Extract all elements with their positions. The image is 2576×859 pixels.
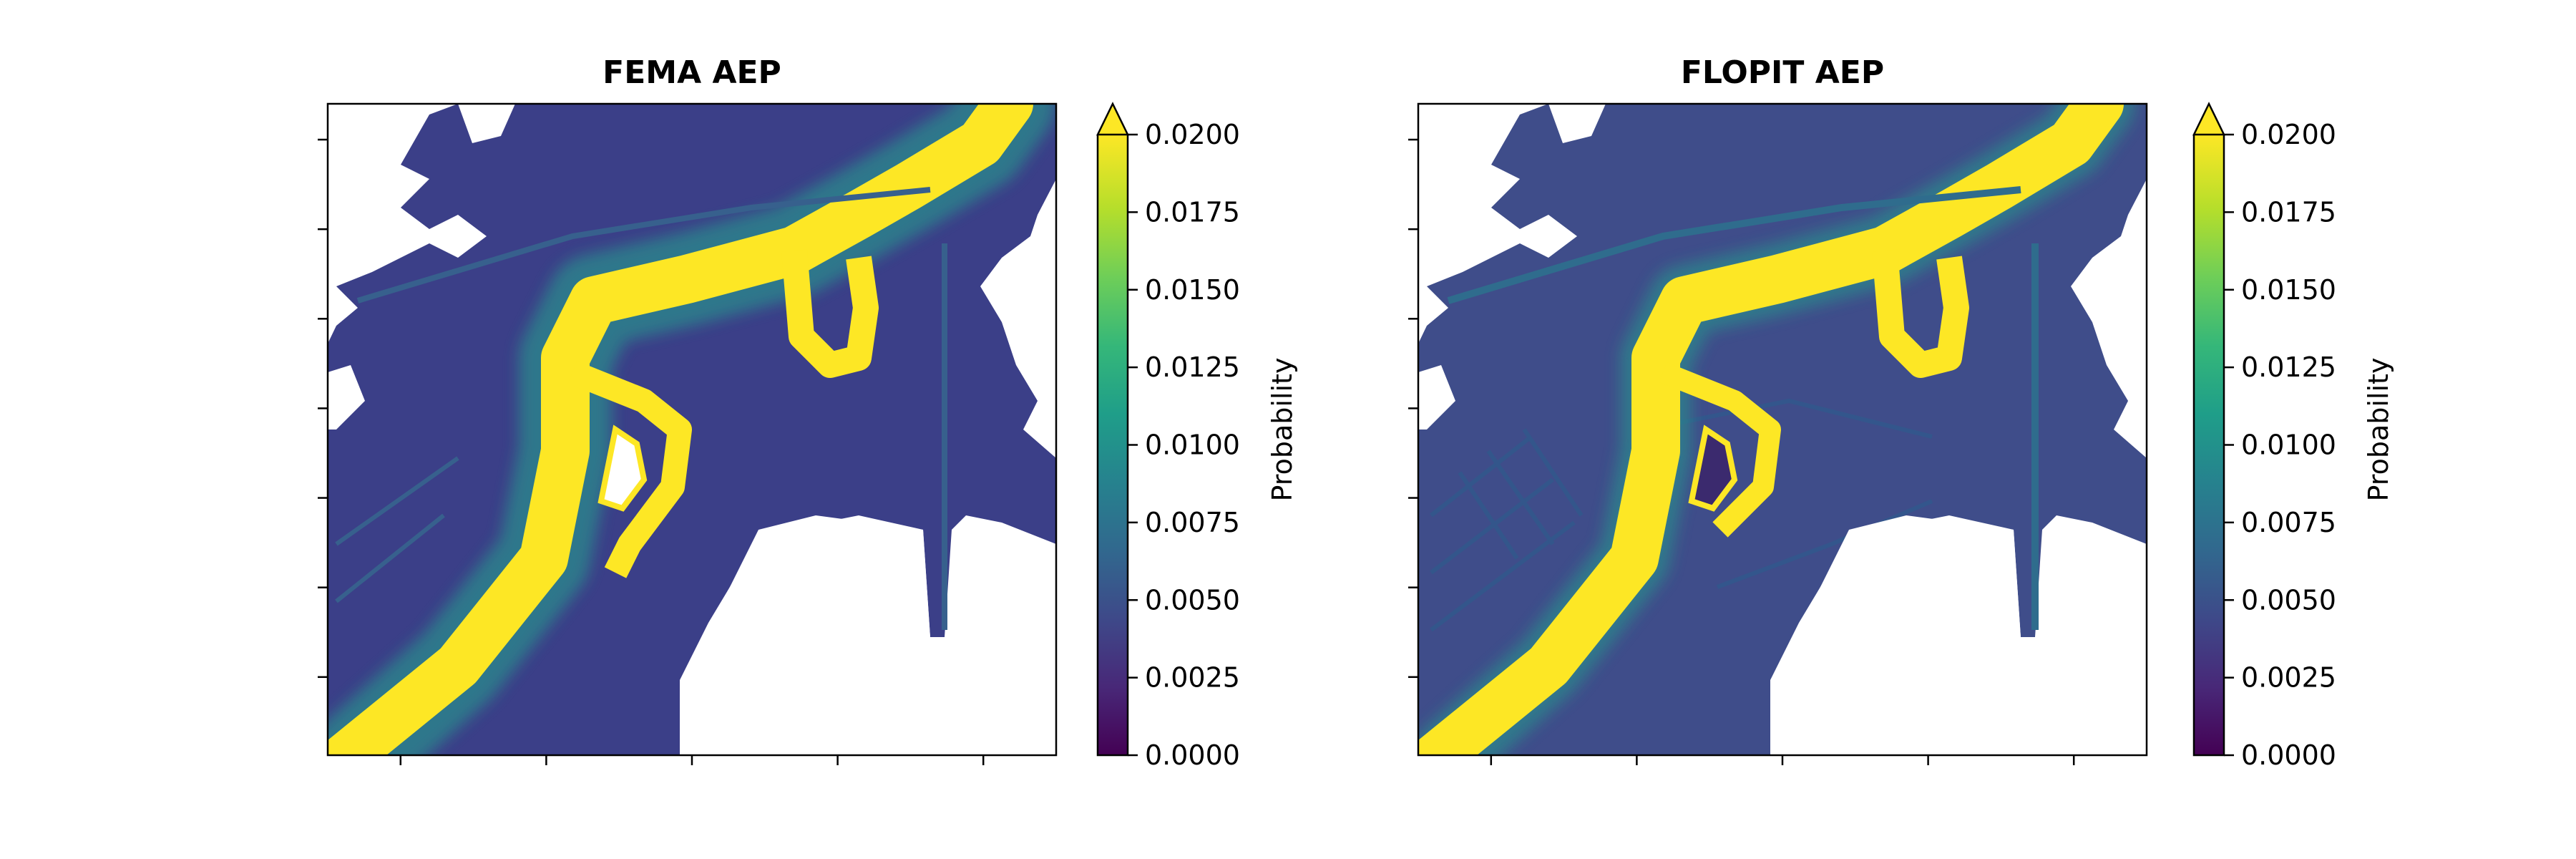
fema-colorbar-gradient — [1098, 135, 1128, 755]
flopit-street-texture — [1430, 398, 1933, 632]
flopit-colorbar-label: Probability — [2363, 358, 2394, 502]
flopit-colorbar-extend-arrow — [2192, 102, 2226, 136]
flopit-masked-area — [1777, 515, 2147, 755]
flopit-colorbar-gradient — [2194, 135, 2224, 755]
fema-y-ticks — [318, 138, 328, 679]
fema-colorbar-tick-label: 0.0100 — [1145, 430, 1240, 461]
flopit-colorbar: 0.0000 0.0025 0.0050 0.0075 0.0100 0.0125 0.01… — [2192, 102, 2394, 771]
flopit-x-ticks — [1490, 755, 2075, 765]
fema-colorbar-extend-arrow — [1096, 102, 1130, 136]
fema-hole-upper-left — [458, 104, 515, 143]
fema-colorbar-tick-label: 0.0150 — [1145, 274, 1240, 306]
flopit-colorbar-tick-label: 0.0200 — [2241, 119, 2336, 150]
flopit-oxbow-loop — [1872, 249, 1969, 378]
fema-road — [335, 513, 445, 603]
fema-colorbar-ticks: 0.0000 0.0025 0.0050 0.0075 0.0100 0.0125 0.01… — [1128, 119, 1240, 771]
fema-x-ticks — [399, 755, 985, 765]
fema-colorbar-tick-label: 0.0175 — [1145, 196, 1240, 228]
fema-masked-area — [328, 365, 365, 430]
flopit-road — [1447, 186, 2021, 304]
fema-road — [335, 456, 459, 546]
flopit-colorbar-tick-label: 0.0125 — [2241, 351, 2336, 383]
fema-south-branch — [567, 361, 692, 578]
flopit-aep-heatmap — [1418, 104, 2147, 755]
flopit-colorbar-tick-label: 0.0075 — [2241, 507, 2336, 538]
flopit-colorbar-tick-label: 0.0175 — [2241, 196, 2336, 228]
flopit-aep-panel: FLOPIT AEP — [1408, 54, 2394, 771]
flopit-pond — [1688, 424, 1738, 512]
fema-road — [356, 187, 931, 304]
fema-colorbar-tick-label: 0.0025 — [1145, 662, 1240, 694]
fema-aep-panel: FEMA AEP — [318, 54, 1298, 771]
flopit-main-channel — [1418, 104, 2124, 755]
fema-colorbar-tick-label: 0.0050 — [1145, 584, 1240, 616]
fema-aep-title: FEMA AEP — [602, 54, 781, 91]
flopit-colorbar-tick-label: 0.0025 — [2241, 662, 2336, 694]
flopit-colorbar-tick-label: 0.0100 — [2241, 430, 2336, 461]
flopit-colorbar-tick-label: 0.0150 — [2241, 274, 2336, 306]
fema-colorbar-tick-label: 0.0200 — [1145, 119, 1240, 150]
flopit-y-ticks — [1408, 138, 1418, 679]
flopit-colorbar-tick-label: 0.0050 — [2241, 584, 2336, 616]
flopit-south-branch — [1659, 362, 1781, 538]
flopit-masked-area — [1418, 365, 1455, 430]
fema-masked-area — [687, 515, 1056, 755]
fema-pond — [597, 424, 648, 512]
flopit-aep-title: FLOPIT AEP — [1681, 54, 1884, 91]
flopit-hole-upper-left — [1548, 104, 1606, 143]
fema-main-channel — [328, 104, 1033, 755]
fema-colorbar-label: Probability — [1267, 358, 1298, 502]
fema-oxbow-loop — [781, 249, 879, 378]
fema-colorbar-tick-label: 0.0125 — [1145, 351, 1240, 383]
fema-colorbar-tick-label: 0.0000 — [1145, 739, 1240, 771]
fema-aep-heatmap — [328, 104, 1056, 755]
fema-colorbar: 0.0000 0.0025 0.0050 0.0075 0.0100 0.0125 0.01… — [1096, 102, 1298, 771]
flopit-colorbar-ticks: 0.0000 0.0025 0.0050 0.0075 0.0100 0.0125 0.01… — [2224, 119, 2336, 771]
fema-colorbar-tick-label: 0.0075 — [1145, 507, 1240, 538]
flopit-colorbar-tick-label: 0.0000 — [2241, 739, 2336, 771]
